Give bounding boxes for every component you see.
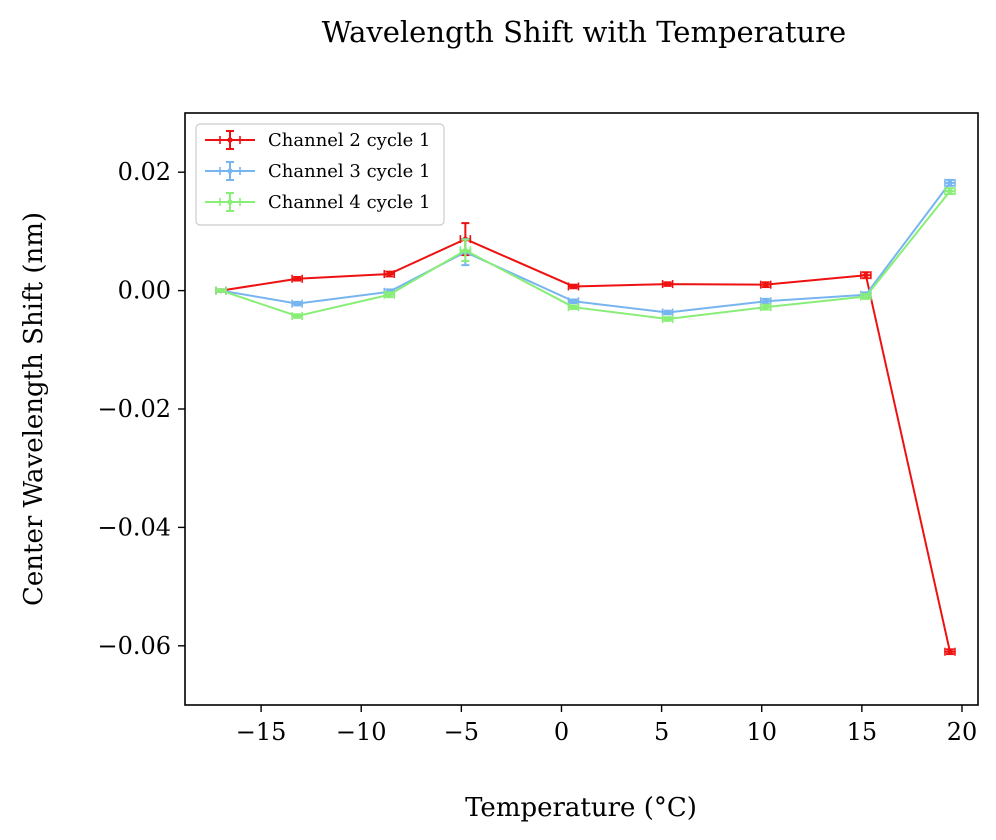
data-point [386, 292, 392, 298]
data-point [294, 313, 300, 319]
x-tick-label: 20 [947, 718, 978, 746]
x-tick-label: 10 [746, 718, 777, 746]
data-point [294, 301, 300, 307]
y-axis-label: Center Wavelength Shift (nm) [19, 212, 49, 606]
data-point [570, 304, 577, 310]
y-axis-ticks: 0.02 0.00 −0.02 −0.04 −0.06 [97, 158, 185, 660]
y-tick-label: 0.00 [118, 277, 171, 305]
legend-entry: Channel 4 cycle 1 [205, 192, 431, 213]
data-point [947, 649, 953, 655]
x-tick-label: 0 [554, 718, 569, 746]
x-tick-label: −10 [336, 718, 387, 746]
series-layer [215, 178, 956, 656]
data-point [570, 298, 577, 304]
data-point [665, 281, 671, 287]
x-tick-label: −5 [444, 718, 479, 746]
x-tick-label: 15 [847, 718, 878, 746]
legend: Channel 2 cycle 1 Channel 3 cycle 1 Channe… [195, 123, 445, 226]
data-point [665, 309, 671, 316]
x-axis-ticks: −15 −10 −5 0 5 10 15 20 [236, 705, 977, 746]
legend-entry: Channel 3 cycle 1 [205, 161, 431, 182]
series-4 [215, 187, 956, 324]
legend-marker [227, 137, 233, 143]
legend-marker [227, 168, 233, 174]
data-point [218, 288, 224, 294]
data-point [462, 247, 468, 253]
x-tick-label: −15 [236, 718, 287, 746]
legend-entry: Channel 2 cycle 1 [205, 130, 431, 151]
data-point [665, 316, 671, 322]
legend-label: Channel 3 cycle 1 [268, 161, 431, 182]
legend-box [195, 123, 445, 226]
y-tick-label: −0.04 [97, 513, 171, 541]
data-point [763, 298, 769, 304]
data-point [947, 188, 953, 194]
data-point [294, 276, 300, 282]
legend-label: Channel 4 cycle 1 [268, 192, 431, 213]
data-point [863, 272, 869, 278]
y-tick-label: −0.06 [97, 632, 171, 660]
chart-title: Wavelength Shift with Temperature [322, 15, 846, 49]
x-axis-label: Temperature (°C) [465, 793, 697, 823]
legend-marker [227, 199, 233, 205]
y-tick-label: 0.02 [118, 158, 171, 186]
y-tick-label: −0.02 [97, 395, 171, 423]
data-point [863, 293, 869, 300]
legend-label: Channel 2 cycle 1 [268, 130, 431, 151]
data-point [763, 282, 769, 288]
data-point [386, 271, 392, 277]
x-tick-label: 5 [654, 718, 669, 746]
data-point [570, 283, 577, 290]
data-point [947, 180, 953, 186]
data-point [763, 304, 769, 310]
